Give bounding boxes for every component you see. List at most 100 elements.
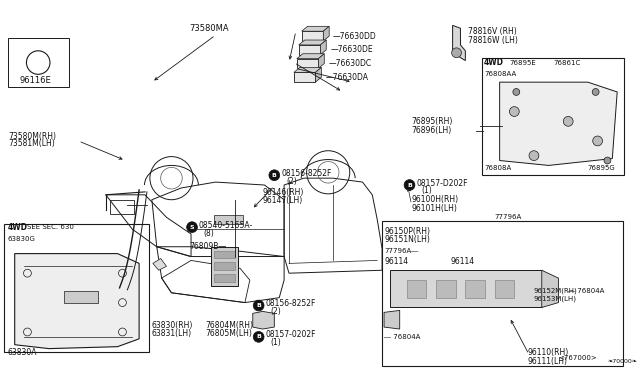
Bar	[211, 247, 238, 286]
Bar	[63, 291, 98, 302]
Text: ― 76804A: ― 76804A	[384, 334, 420, 340]
Text: 4WD: 4WD	[484, 58, 504, 67]
Bar	[465, 280, 485, 298]
Circle shape	[452, 48, 461, 58]
Bar	[406, 280, 426, 298]
Text: —76630DA: —76630DA	[325, 73, 368, 82]
Text: —76630DE: —76630DE	[330, 45, 372, 54]
Polygon shape	[316, 67, 321, 82]
Circle shape	[187, 222, 197, 232]
Text: 77796A―: 77796A―	[384, 248, 419, 254]
Text: 08156-8252F: 08156-8252F	[281, 169, 332, 178]
Polygon shape	[299, 40, 326, 45]
Text: 76808A: 76808A	[484, 166, 511, 171]
Bar	[214, 251, 235, 259]
Text: 77796A: 77796A	[495, 214, 522, 220]
Text: 96114: 96114	[384, 257, 408, 266]
Text: 08157-0202F: 08157-0202F	[266, 330, 316, 339]
Bar	[294, 73, 316, 82]
Text: 73580MA: 73580MA	[189, 24, 228, 33]
Text: 96146(RH): 96146(RH)	[262, 188, 304, 198]
Text: 4WD: 4WD	[8, 223, 28, 232]
Text: 96110(RH): 96110(RH)	[527, 348, 568, 357]
Text: 08157-D202F: 08157-D202F	[417, 179, 468, 187]
Circle shape	[604, 157, 611, 164]
Bar	[214, 262, 235, 270]
Circle shape	[563, 116, 573, 126]
Polygon shape	[301, 26, 329, 31]
Text: 76895(RH): 76895(RH)	[412, 117, 453, 126]
Text: ❧70000❧: ❧70000❧	[607, 359, 637, 364]
Text: 76895E: 76895E	[509, 60, 536, 65]
Text: —76630DD: —76630DD	[333, 32, 377, 41]
Text: 73580M(RH): 73580M(RH)	[8, 132, 56, 141]
Text: 96114: 96114	[451, 257, 475, 266]
Text: 63830A: 63830A	[8, 348, 37, 357]
Circle shape	[253, 300, 264, 311]
Circle shape	[529, 151, 539, 161]
Text: B: B	[272, 173, 276, 178]
Bar	[4, 224, 149, 352]
Text: 76805M(LH): 76805M(LH)	[205, 330, 253, 339]
Bar	[301, 31, 323, 41]
Text: 76809B―: 76809B―	[189, 242, 226, 251]
Polygon shape	[253, 311, 275, 329]
Text: 76896(LH): 76896(LH)	[412, 126, 452, 135]
Text: 96153M(LH): 96153M(LH)	[534, 295, 577, 302]
Text: B: B	[407, 183, 412, 187]
Bar	[297, 59, 318, 68]
Text: (1): (1)	[270, 338, 281, 347]
Text: 76804M(RH): 76804M(RH)	[205, 321, 253, 330]
Circle shape	[593, 136, 602, 146]
Text: 08156-8252F: 08156-8252F	[266, 299, 316, 308]
Polygon shape	[297, 54, 324, 59]
Circle shape	[592, 89, 599, 95]
Polygon shape	[15, 254, 139, 349]
Text: 08540-5165A-: 08540-5165A-	[199, 221, 253, 230]
Bar	[382, 221, 623, 366]
Circle shape	[513, 89, 520, 95]
Text: —76630DC: —76630DC	[328, 59, 371, 68]
Bar	[495, 280, 515, 298]
Text: 73581M(LH): 73581M(LH)	[8, 140, 54, 148]
Bar	[109, 200, 134, 214]
Bar	[8, 38, 68, 87]
Circle shape	[269, 170, 280, 181]
Text: 76861C: 76861C	[554, 60, 580, 65]
Text: <767000>: <767000>	[559, 355, 597, 362]
Bar	[299, 45, 321, 55]
Polygon shape	[321, 40, 326, 55]
Polygon shape	[294, 67, 321, 73]
Text: (1): (1)	[421, 186, 432, 195]
Text: 63830G: 63830G	[8, 236, 36, 242]
Text: 96152M(RH): 96152M(RH)	[534, 288, 578, 294]
Polygon shape	[318, 54, 324, 68]
Bar	[436, 280, 456, 298]
Text: 76895G: 76895G	[588, 166, 616, 171]
Text: B: B	[256, 303, 261, 308]
Text: 96150P(RH): 96150P(RH)	[384, 227, 430, 235]
Text: 78816W (LH): 78816W (LH)	[468, 36, 518, 45]
Text: 76808AA: 76808AA	[484, 71, 516, 77]
Text: 63831(LH): 63831(LH)	[152, 330, 192, 339]
Circle shape	[253, 331, 264, 342]
Text: 78816V (RH): 78816V (RH)	[468, 27, 517, 36]
Bar	[214, 215, 243, 224]
Polygon shape	[500, 82, 617, 166]
Text: (2): (2)	[270, 307, 281, 316]
Polygon shape	[323, 26, 329, 41]
Text: 96101H(LH): 96101H(LH)	[412, 204, 458, 213]
Text: 96147(LH): 96147(LH)	[262, 196, 303, 205]
Text: B: B	[256, 334, 261, 339]
Text: (8): (8)	[204, 228, 214, 238]
Polygon shape	[384, 310, 400, 329]
Text: (2): (2)	[286, 177, 297, 186]
Text: 96100H(RH): 96100H(RH)	[412, 195, 459, 204]
Text: SEE SEC. 630: SEE SEC. 630	[28, 224, 74, 230]
Text: 96111(LH): 96111(LH)	[527, 357, 567, 366]
Circle shape	[509, 107, 519, 116]
Text: ― 76804A: ― 76804A	[568, 288, 605, 294]
Polygon shape	[542, 270, 559, 308]
Text: 96116E: 96116E	[20, 76, 51, 85]
Circle shape	[404, 180, 415, 190]
